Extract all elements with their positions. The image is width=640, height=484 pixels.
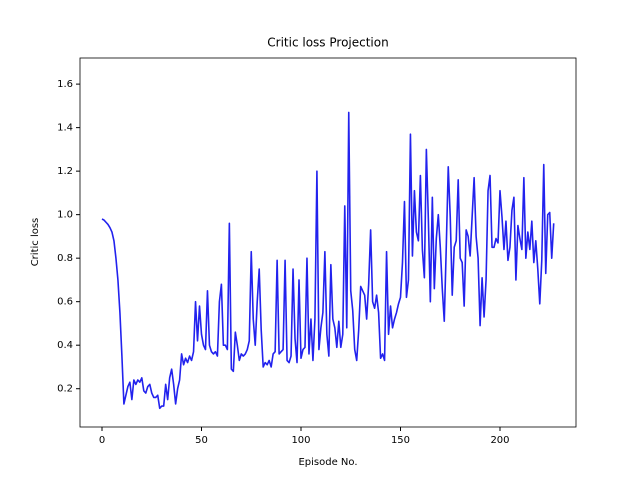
y-tick-label: 1.4 — [57, 123, 73, 134]
x-tick-label: 100 — [291, 435, 310, 446]
y-tick-label: 0.4 — [57, 340, 73, 351]
plot-frame — [79, 57, 577, 428]
chart-title: Critic loss Projection — [267, 36, 388, 50]
y-tick-label: 0.8 — [57, 253, 73, 264]
x-tick-label: 150 — [391, 435, 410, 446]
y-tick-label: 1.2 — [57, 166, 73, 177]
x-tick-label: 200 — [490, 435, 509, 446]
x-tick-label: 0 — [99, 435, 105, 446]
y-tick-label: 1.0 — [57, 210, 73, 221]
y-tick-label: 0.2 — [57, 384, 73, 395]
x-tick-label: 50 — [195, 435, 208, 446]
y-tick-label: 1.6 — [57, 79, 73, 90]
y-axis-label: Critic loss — [30, 218, 41, 267]
y-tick-label: 0.6 — [57, 297, 73, 308]
x-axis-label: Episode No. — [298, 457, 357, 468]
line — [101, 111, 555, 410]
